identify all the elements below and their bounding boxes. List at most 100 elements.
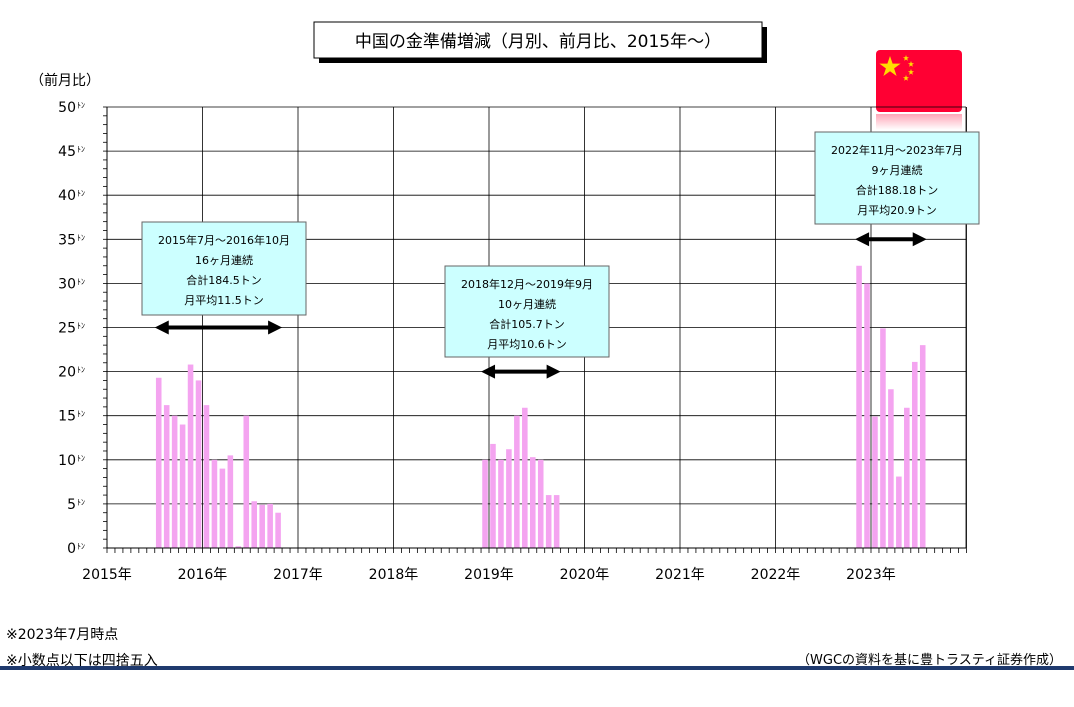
bar <box>482 459 488 548</box>
y-tick-unit: ﾄﾝ <box>77 366 85 375</box>
bar <box>227 455 234 548</box>
bars <box>155 265 926 548</box>
bar <box>243 415 250 548</box>
x-tick-label: 2018年 <box>369 567 419 583</box>
y-tick-unit: ﾄﾝ <box>77 189 85 198</box>
y-tick-label: 5 <box>67 497 76 513</box>
y-tick-unit: ﾄﾝ <box>77 233 85 242</box>
arrow-head-left <box>855 232 870 247</box>
title-box <box>313 21 763 59</box>
bar <box>864 283 870 548</box>
bar <box>522 407 528 548</box>
bar <box>514 415 520 548</box>
bar <box>545 495 552 548</box>
bar <box>171 415 178 548</box>
bar <box>163 405 170 548</box>
bar <box>537 459 544 548</box>
y-tick-label: 25 <box>58 321 76 337</box>
arrow-head-left <box>154 320 169 335</box>
bar <box>888 389 894 548</box>
annotation-line: 月平均10.6トン <box>487 338 567 351</box>
x-tick-label: 2016年 <box>178 567 228 583</box>
annotation-line: 合計188.18トン <box>856 183 939 197</box>
bar <box>506 449 512 548</box>
y-tick-label: 35 <box>58 232 76 248</box>
x-tick-label: 2021年 <box>655 567 705 583</box>
y-tick-unit: ﾄﾝ <box>77 145 85 154</box>
x-tick-label: 2017年 <box>273 567 323 583</box>
china-flag-icon <box>876 50 962 130</box>
bar <box>275 512 281 548</box>
bar <box>267 503 273 548</box>
x-tick-label: 2020年 <box>560 567 610 583</box>
bar <box>896 476 902 548</box>
y-tick-label: 10 <box>58 453 76 469</box>
double-arrow <box>855 232 927 247</box>
annotation-line: 2015年7月～2016年10月 <box>158 233 290 247</box>
x-tick-label: 2015年 <box>82 567 132 583</box>
bar <box>490 443 496 548</box>
bar <box>856 265 862 548</box>
y-tick-label: 20 <box>58 365 76 381</box>
y-tick-unit: ﾄﾝ <box>77 498 85 507</box>
y-tick-label: 0 <box>67 541 76 557</box>
annotation-line: 月平均11.5トン <box>184 294 264 307</box>
bar <box>498 459 504 548</box>
arrow-head-right <box>546 364 561 379</box>
annotations: 2015年7月～2016年10月 16ヶ月連続合計184.5トン月平均11.5トン… <box>141 131 980 379</box>
annotation-line: 合計105.7トン <box>489 317 565 331</box>
y-tick-unit: ﾄﾝ <box>77 277 85 286</box>
y-tick-label: 30 <box>58 276 76 292</box>
bar <box>187 364 194 548</box>
bar <box>211 459 218 548</box>
source-credit: （WGCの資料を基に豊トラスティ証券作成） <box>797 653 1062 668</box>
annotation-line: 月平均20.9トン <box>857 204 937 217</box>
double-arrow <box>481 364 561 379</box>
annotation-bg <box>814 131 980 225</box>
bar <box>919 345 926 548</box>
y-tick-unit: ﾄﾝ <box>77 454 85 463</box>
annotation-line: 10ヶ月連続 <box>498 297 556 311</box>
bar <box>880 328 886 548</box>
bar <box>235 546 242 548</box>
bar <box>553 495 560 548</box>
annotation-bg <box>141 221 307 316</box>
chart-title: 中国の金準備増減（月別、前月比、2015年～） <box>355 32 721 52</box>
annotation-line: 16ヶ月連続 <box>195 253 253 267</box>
y-tick-label: 40 <box>58 188 76 204</box>
annotation-line: 9ヶ月連続 <box>872 163 923 177</box>
annotation-line: 2018年12月～2019年9月 <box>461 277 593 291</box>
y-tick-unit: ﾄﾝ <box>77 542 85 551</box>
note-as-of: ※2023年7月時点 <box>6 627 119 643</box>
bar <box>529 457 536 548</box>
annotation-line: 合計184.5トン <box>186 273 262 287</box>
y-tick-unit: ﾄﾝ <box>77 101 85 110</box>
y-tick-label: 15 <box>58 409 76 425</box>
note-rounding: ※小数点以下は四捨五入 <box>6 653 158 669</box>
bar <box>911 361 918 548</box>
arrow-head-right <box>268 320 283 335</box>
arrow-head-right <box>912 232 927 247</box>
bar <box>155 377 162 548</box>
y-tick-unit: ﾄﾝ <box>77 322 85 331</box>
bar <box>904 407 910 548</box>
bar <box>195 380 202 548</box>
y-tick-label: 45 <box>58 144 76 160</box>
bar <box>179 424 186 548</box>
x-tick-label: 2022年 <box>751 567 801 583</box>
y-tick-label: 50 <box>58 100 76 116</box>
bottom-rule <box>0 666 1074 670</box>
arrow-head-left <box>481 364 496 379</box>
y-axis-label: （前月比） <box>30 72 100 89</box>
annotation-bg <box>444 265 610 358</box>
y-tick-unit: ﾄﾝ <box>77 410 85 419</box>
bar <box>872 416 878 548</box>
bar <box>219 468 226 548</box>
bar <box>203 405 210 548</box>
x-tick-label: 2019年 <box>464 567 514 583</box>
